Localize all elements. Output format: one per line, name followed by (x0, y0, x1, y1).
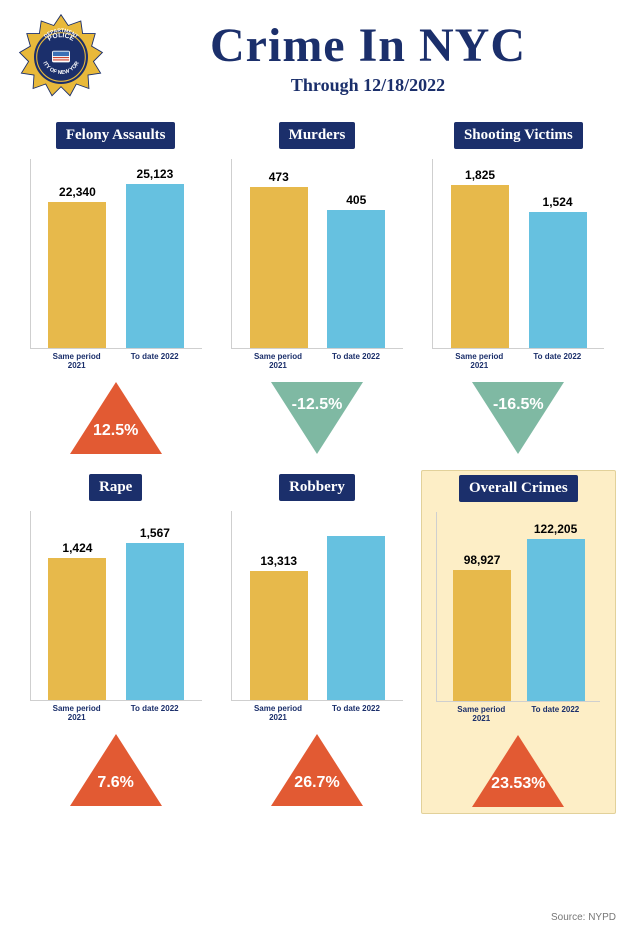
change-indicator: 7.6% (70, 732, 162, 808)
chart-grid: Felony Assaults 22,340 25,123 Same period 2… (16, 122, 618, 814)
bar-2022 (326, 533, 386, 700)
value-label: 25,123 (137, 167, 174, 181)
category-label: Overall Crimes (459, 475, 578, 502)
change-value: 7.6% (97, 774, 133, 792)
category-label: Rape (89, 474, 142, 501)
chart-cell: Rape 1,424 1,567 Same period 2021 To date 20… (22, 474, 209, 814)
up-triangle-icon: 12.5% (70, 382, 162, 454)
value-label: 22,340 (59, 185, 96, 199)
x-label: To date 2022 (125, 704, 185, 722)
x-label: Same period 2021 (449, 352, 509, 370)
bar-2021: 13,313 (249, 554, 309, 700)
bar-2021: 1,424 (47, 541, 107, 700)
x-label: To date 2022 (326, 704, 386, 722)
bar-2021: 1,825 (450, 168, 510, 348)
x-axis: Same period 2021 To date 2022 (432, 349, 604, 370)
change-indicator: 12.5% (70, 380, 162, 456)
x-label: To date 2022 (527, 352, 587, 370)
x-label: Same period 2021 (47, 352, 107, 370)
subtitle: Through 12/18/2022 (118, 75, 618, 96)
down-triangle-icon: -16.5% (472, 382, 564, 454)
chart-cell: Robbery 13,313 Same period 2021 To date 202… (223, 474, 410, 814)
x-axis: Same period 2021 To date 2022 (231, 701, 403, 722)
value-label: 473 (269, 170, 289, 184)
bar-2022: 1,567 (125, 526, 185, 700)
x-label: Same period 2021 (451, 705, 511, 723)
change-value: 26.7% (294, 774, 339, 792)
change-value: -12.5% (292, 396, 343, 414)
title-block: Crime In NYC Through 12/18/2022 (118, 12, 618, 96)
x-axis: Same period 2021 To date 2022 (30, 701, 202, 722)
bar-2022: 405 (326, 193, 386, 348)
main-title: Crime In NYC (118, 18, 618, 73)
x-label: To date 2022 (525, 705, 585, 723)
change-indicator: 23.53% (472, 733, 564, 809)
x-label: Same period 2021 (248, 352, 308, 370)
x-label: Same period 2021 (248, 704, 308, 722)
x-axis: Same period 2021 To date 2022 (436, 702, 600, 723)
x-axis: Same period 2021 To date 2022 (30, 349, 202, 370)
chart-cell: Overall Crimes 98,927 122,205 Same period 2… (421, 470, 616, 814)
down-triangle-icon: -12.5% (271, 382, 363, 454)
header: POLICE DEPARTMENT CITY OF NEW YORK Crime… (16, 12, 618, 102)
category-label: Robbery (279, 474, 355, 501)
change-value: 23.53% (491, 775, 545, 793)
bar-2022: 25,123 (125, 167, 185, 348)
change-indicator: -12.5% (271, 380, 363, 456)
bar-chart: 473 405 (231, 159, 403, 349)
value-label: 98,927 (464, 553, 501, 567)
category-label: Felony Assaults (56, 122, 176, 149)
up-triangle-icon: 7.6% (70, 734, 162, 806)
bar-2021: 22,340 (47, 185, 107, 348)
value-label: 13,313 (260, 554, 297, 568)
chart-cell: Shooting Victims 1,825 1,524 Same period 20… (425, 122, 612, 456)
x-label: Same period 2021 (47, 704, 107, 722)
x-label: To date 2022 (326, 352, 386, 370)
x-label: To date 2022 (125, 352, 185, 370)
bar-chart: 1,825 1,524 (432, 159, 604, 349)
value-label: 1,424 (62, 541, 92, 555)
bar-chart: 1,424 1,567 (30, 511, 202, 701)
bar-chart: 98,927 122,205 (436, 512, 600, 702)
bar-chart: 13,313 (231, 511, 403, 701)
bar-2021: 98,927 (452, 553, 512, 701)
chart-cell: Murders 473 405 Same period 2021 To date 202… (223, 122, 410, 456)
up-triangle-icon: 23.53% (472, 735, 564, 807)
bar-chart: 22,340 25,123 (30, 159, 202, 349)
bar-2022: 1,524 (528, 195, 588, 348)
value-label: 1,567 (140, 526, 170, 540)
bar-2021: 473 (249, 170, 309, 348)
change-indicator: -16.5% (472, 380, 564, 456)
change-indicator: 26.7% (271, 732, 363, 808)
category-label: Murders (279, 122, 356, 149)
value-label: 122,205 (534, 522, 577, 536)
bar-2022: 122,205 (526, 522, 586, 701)
value-label: 1,825 (465, 168, 495, 182)
source-label: Source: NYPD (551, 912, 616, 923)
x-axis: Same period 2021 To date 2022 (231, 349, 403, 370)
chart-cell: Felony Assaults 22,340 25,123 Same period 2… (22, 122, 209, 456)
nypd-badge-icon: POLICE DEPARTMENT CITY OF NEW YORK (16, 12, 106, 102)
value-label: 405 (346, 193, 366, 207)
value-label: 1,524 (543, 195, 573, 209)
change-value: 12.5% (93, 422, 138, 440)
category-label: Shooting Victims (454, 122, 583, 149)
change-value: -16.5% (493, 396, 544, 414)
up-triangle-icon: 26.7% (271, 734, 363, 806)
